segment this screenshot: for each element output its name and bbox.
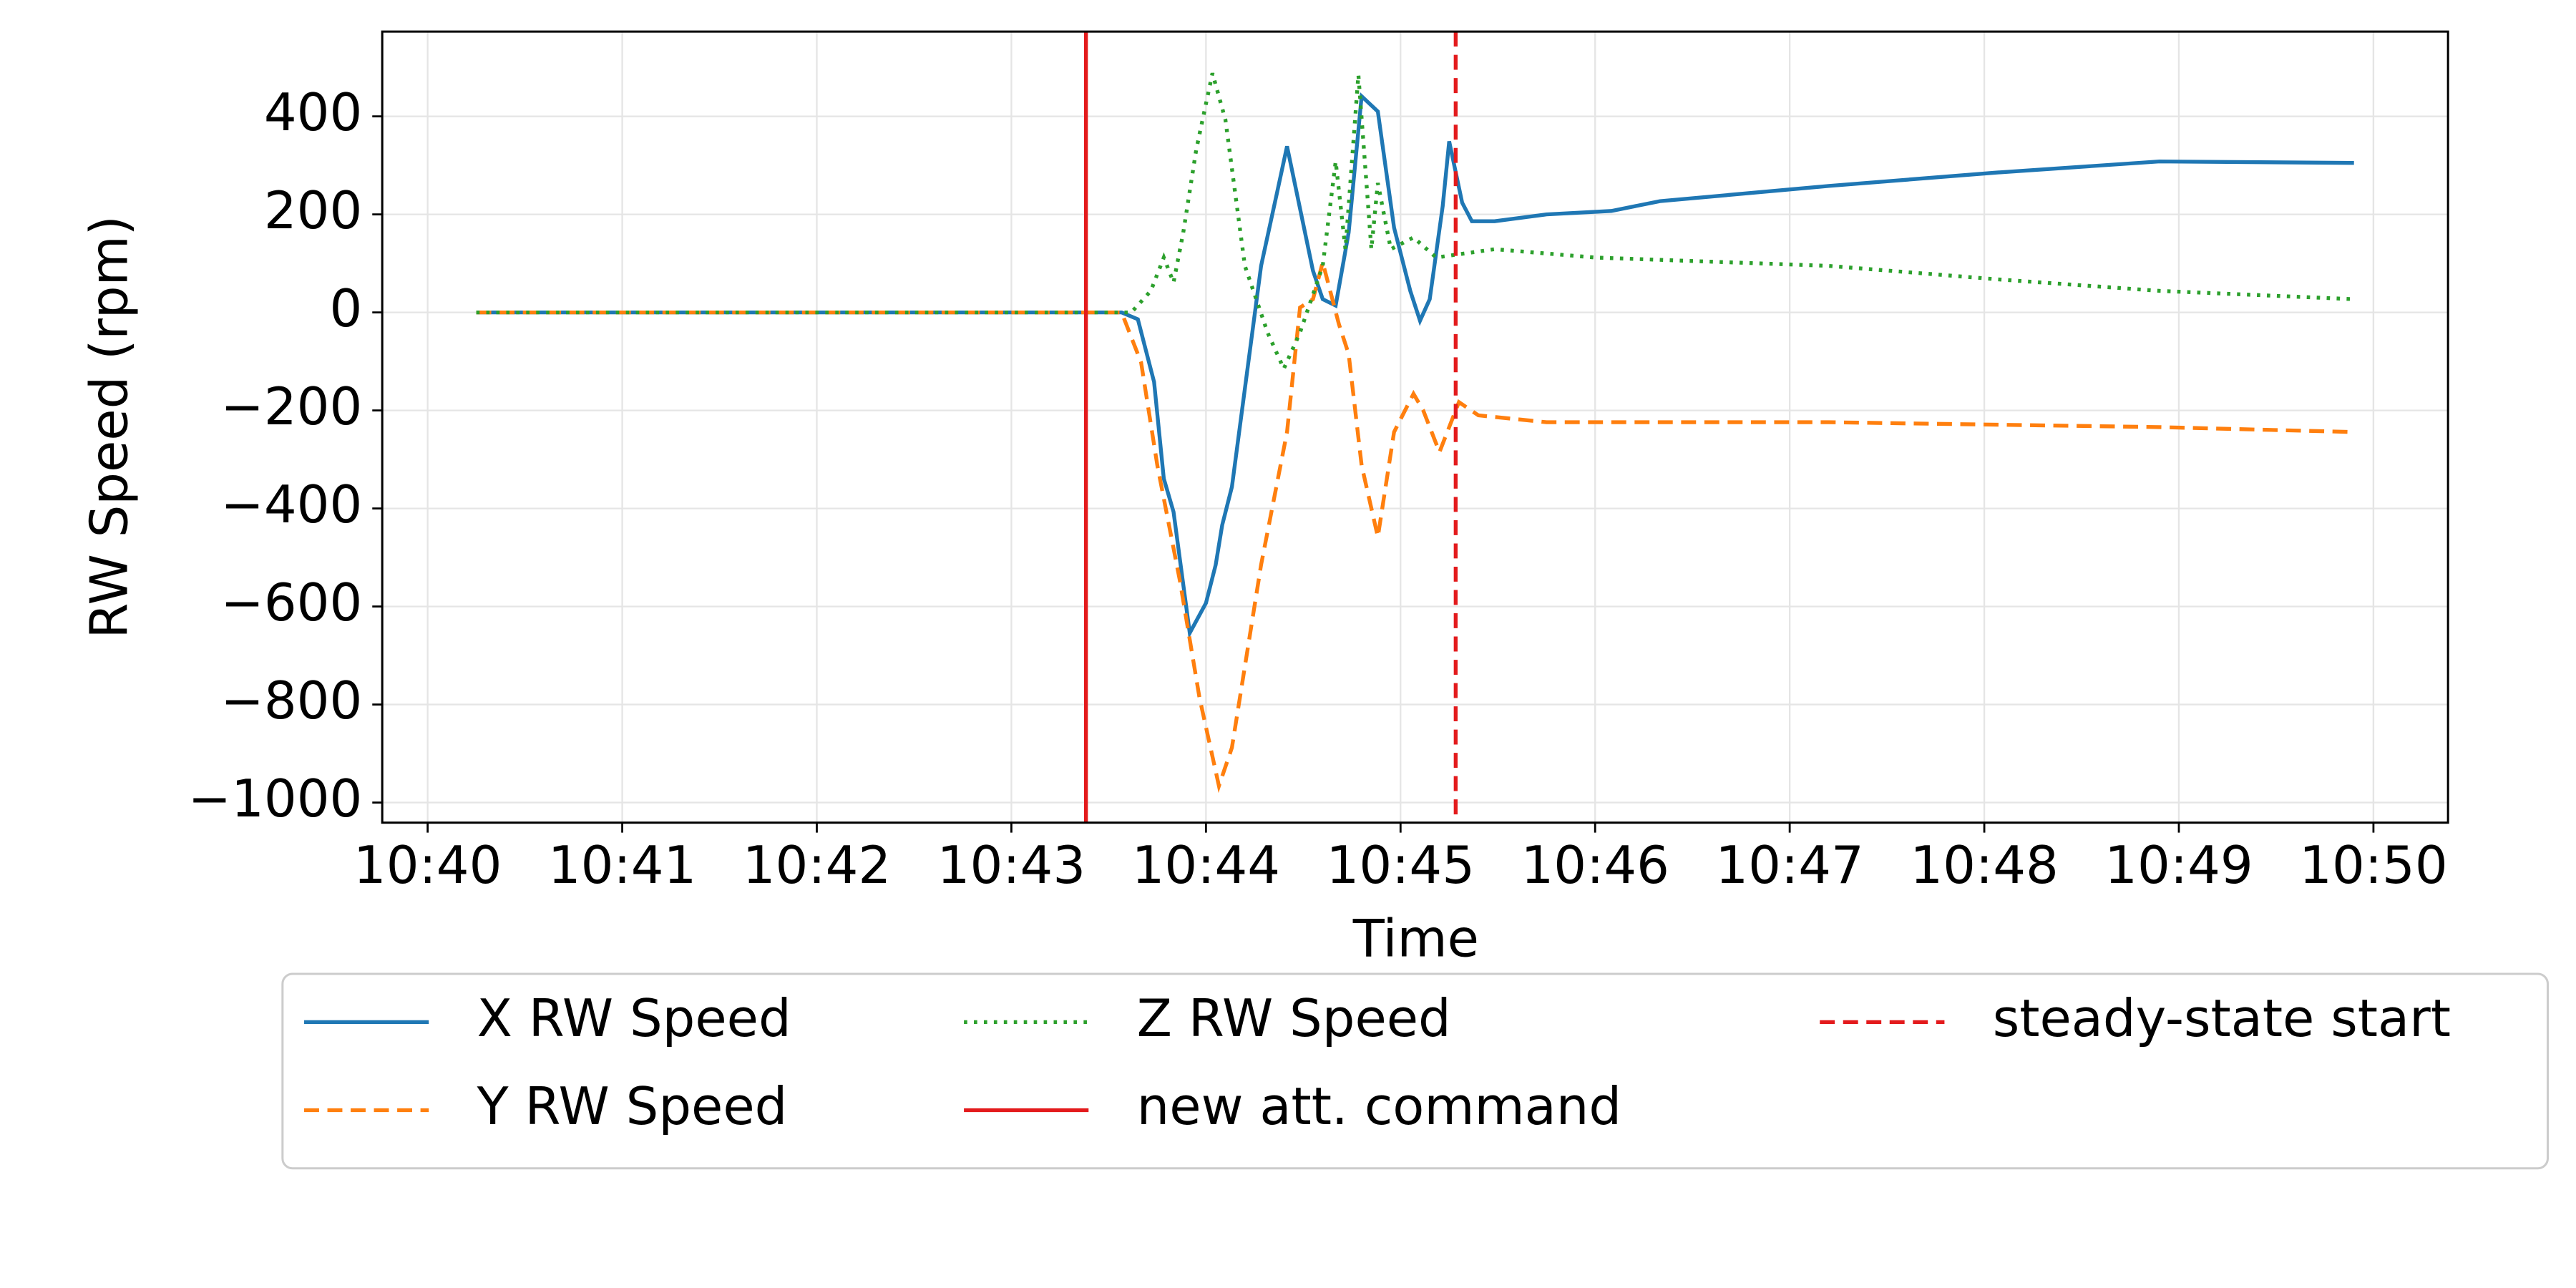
legend-label: X RW Speed [477, 988, 791, 1048]
x-tick-label: 10:46 [1521, 835, 1669, 895]
legend-label: new att. command [1137, 1076, 1621, 1136]
x-tick-label: 10:41 [548, 835, 696, 895]
x-tick-label: 10:40 [353, 835, 502, 895]
y-tick-label: −600 [221, 572, 363, 633]
x-tick-label: 10:43 [937, 835, 1085, 895]
x-tick-label: 10:47 [1715, 835, 1864, 895]
y-tick-label: −400 [221, 474, 363, 535]
y-tick-label: −200 [221, 376, 363, 436]
legend-label: steady-state start [1993, 988, 2451, 1048]
y-axis-label: RW Speed (rpm) [79, 215, 139, 638]
x-tick-label: 10:45 [1327, 835, 1475, 895]
x-tick-label: 10:49 [2104, 835, 2253, 895]
x-tick-label: 10:50 [2299, 835, 2448, 895]
y-tick-label: −800 [221, 670, 363, 731]
legend-label: Y RW Speed [477, 1076, 788, 1136]
plot-area [382, 31, 2449, 823]
plot-frame [381, 30, 2449, 824]
y-tick-label: 200 [264, 180, 362, 240]
x-tick-label: 10:42 [743, 835, 892, 895]
data-line [476, 72, 2354, 374]
y-tick-label: 0 [330, 278, 363, 338]
x-tick-label: 10:44 [1132, 835, 1281, 895]
y-tick-label: −1000 [188, 769, 363, 829]
data-line [476, 255, 2354, 794]
legend [281, 972, 2550, 1170]
data-line [476, 92, 2354, 640]
x-axis-label: Time [1352, 908, 1479, 968]
y-tick-label: 400 [264, 82, 362, 142]
x-tick-label: 10:48 [1910, 835, 2059, 895]
legend-label: Z RW Speed [1137, 988, 1451, 1048]
